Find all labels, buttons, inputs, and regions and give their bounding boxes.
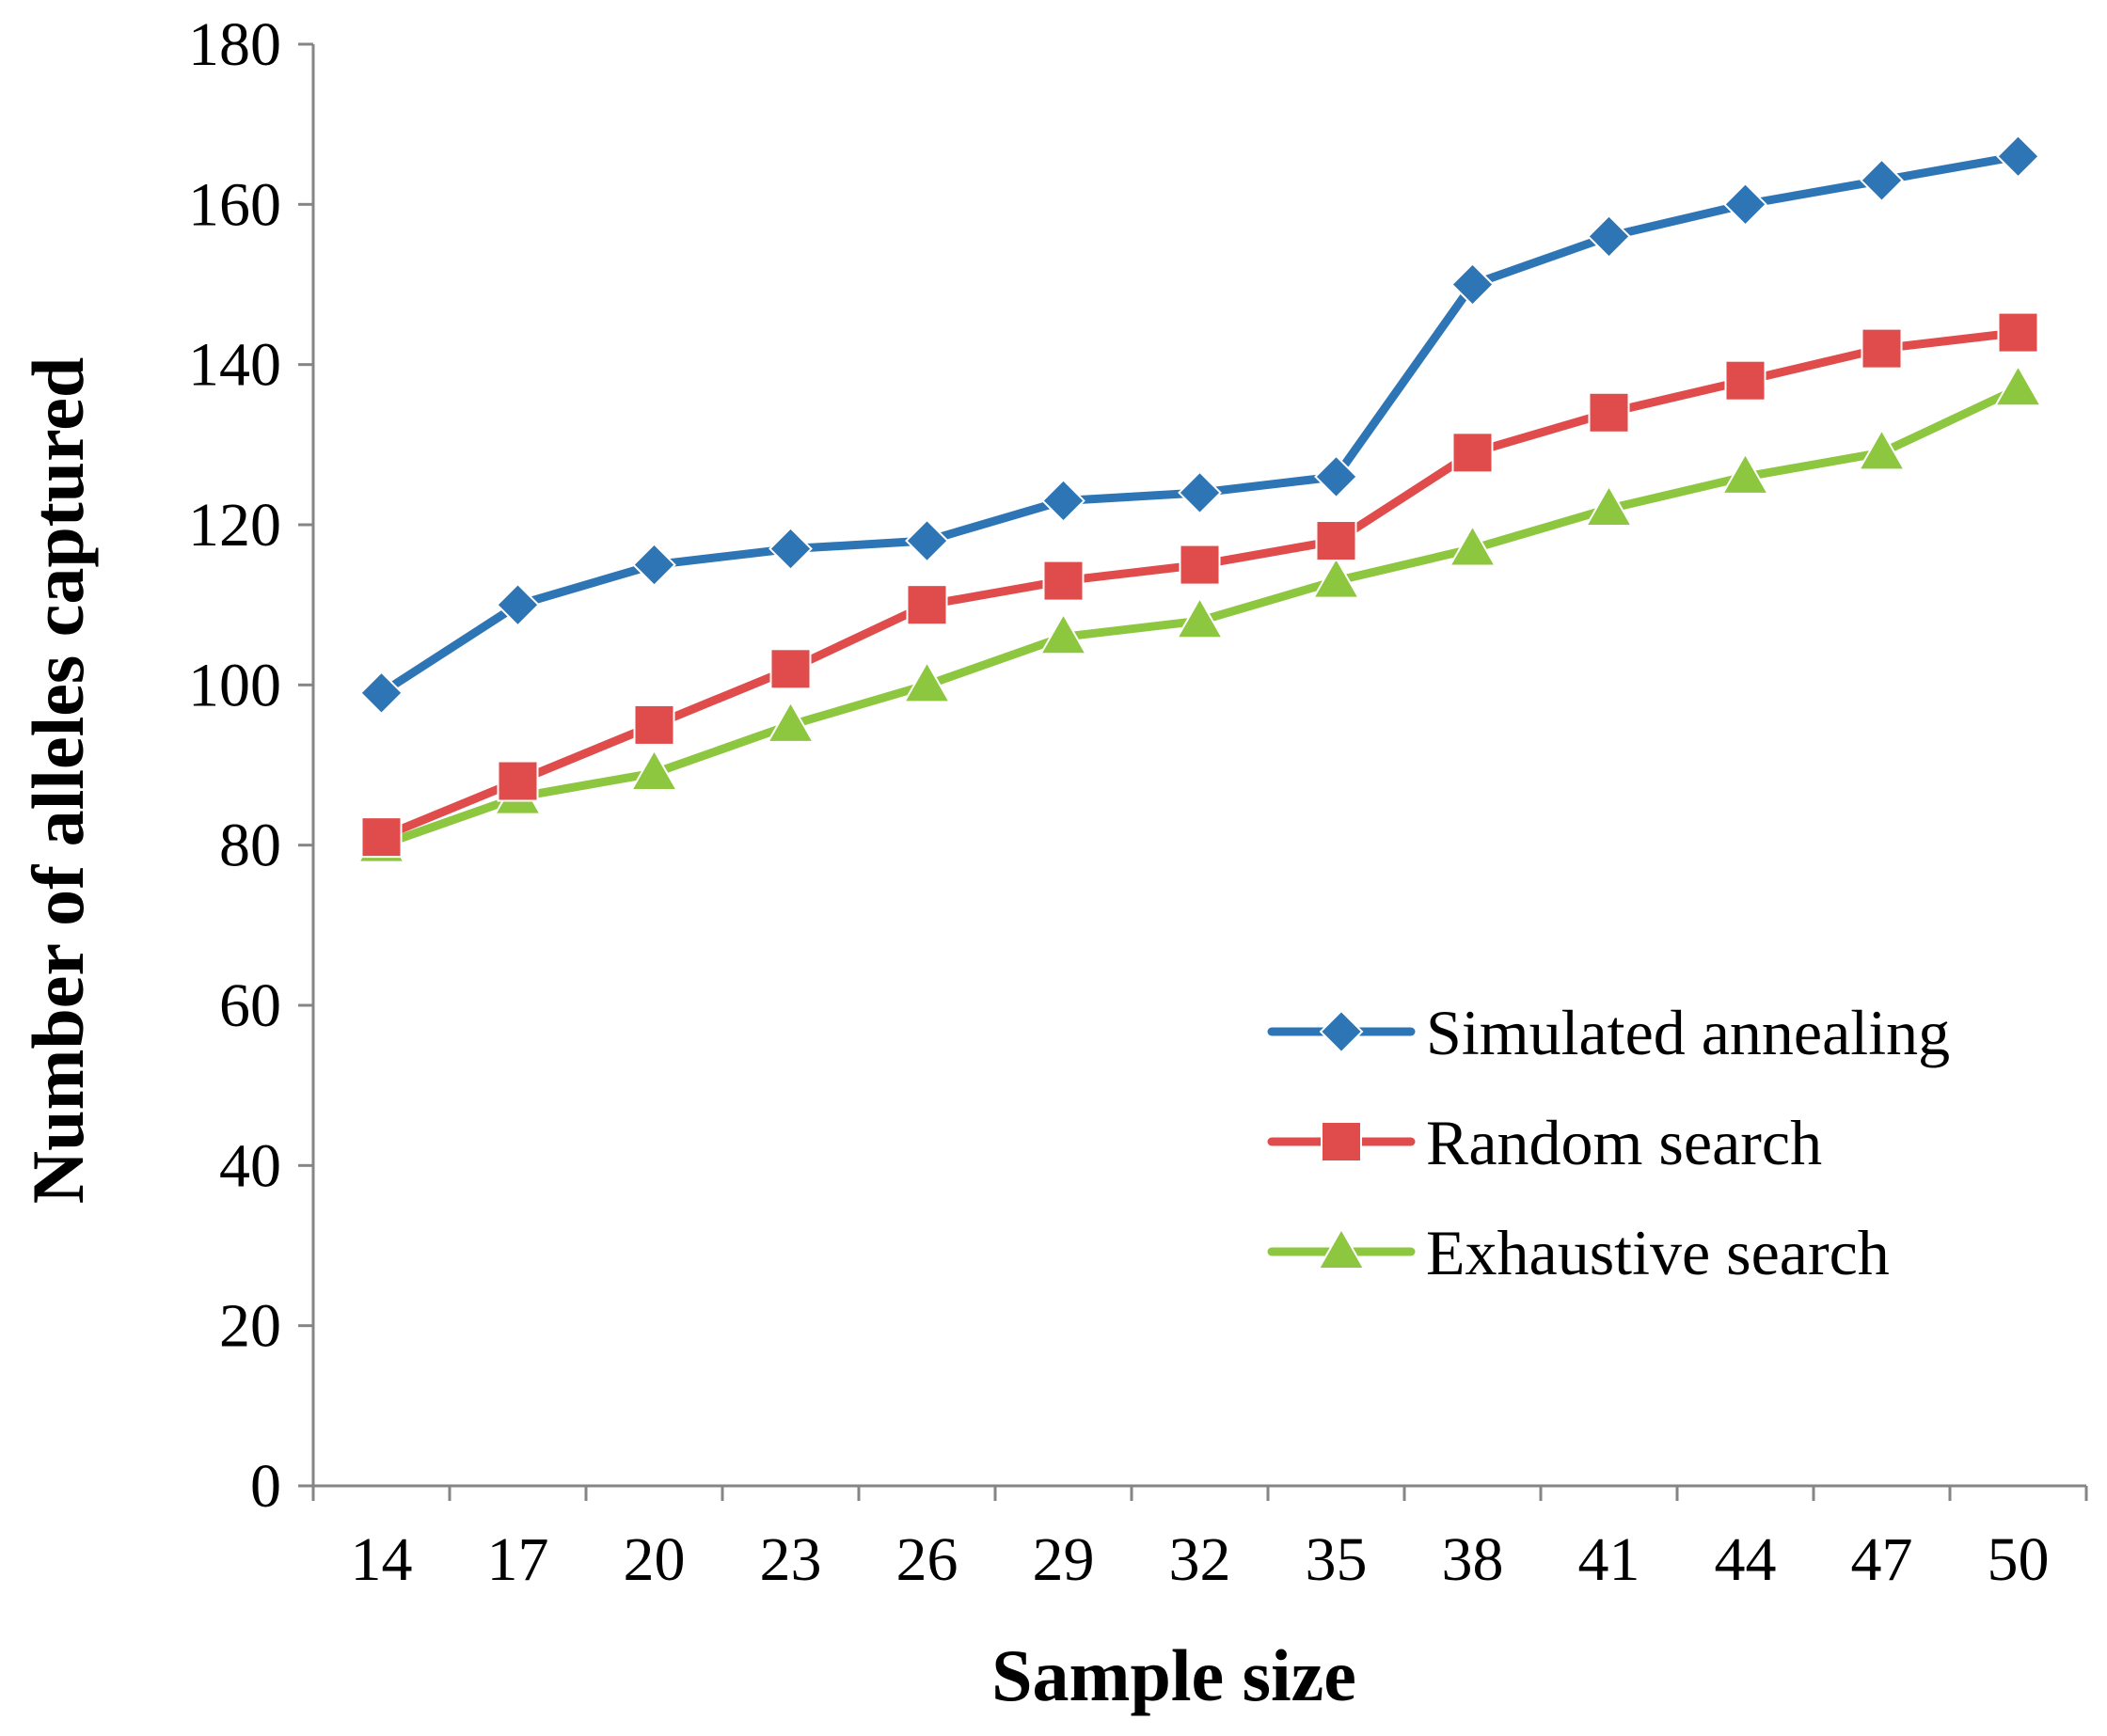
data-point-exhaustive-search <box>766 700 816 743</box>
x-tick-label: 23 <box>760 1525 822 1594</box>
data-point-random-search <box>1451 432 1494 474</box>
data-point-simulated-annealing <box>1314 454 1358 499</box>
data-point-exhaustive-search <box>1720 451 1770 495</box>
series-exhaustive-search <box>356 364 2043 863</box>
y-tick-label: 80 <box>219 812 281 880</box>
x-tick-label: 32 <box>1169 1525 1231 1594</box>
data-point-exhaustive-search <box>1038 612 1088 655</box>
x-tick-label: 44 <box>1715 1525 1777 1594</box>
y-tick-label: 140 <box>188 331 281 400</box>
y-tick-label: 180 <box>188 10 281 79</box>
series-group <box>356 134 2043 863</box>
legend-item-random-search: Random search <box>1267 1107 1822 1178</box>
x-tick-label: 26 <box>896 1525 958 1594</box>
data-point-random-search <box>1724 359 1766 402</box>
data-point-random-search <box>1315 520 1357 562</box>
data-point-simulated-annealing <box>359 671 404 716</box>
legend-label: Exhaustive search <box>1426 1217 1890 1288</box>
data-point-simulated-annealing <box>1587 213 1631 259</box>
x-tick-label: 38 <box>1442 1525 1504 1594</box>
axes: 0 20 40 60 80 100 120 140 160 180 14 17 20 23 26 29 32 35… <box>188 10 2088 1594</box>
data-point-exhaustive-search <box>1584 483 1634 527</box>
series-random-search <box>360 311 2039 859</box>
legend-marker <box>1317 1226 1366 1270</box>
legend-marker <box>1321 1121 1362 1162</box>
data-point-simulated-annealing <box>905 518 949 563</box>
data-point-random-search <box>1179 544 1221 586</box>
data-point-simulated-annealing <box>1178 470 1222 515</box>
legend-label: Random search <box>1426 1107 1822 1178</box>
y-tick-label: 0 <box>250 1452 281 1521</box>
y-tick-label: 40 <box>219 1131 281 1200</box>
x-tick-label: 50 <box>1988 1525 2050 1594</box>
legend-label: Simulated annealing <box>1426 997 1950 1068</box>
data-point-exhaustive-search <box>1857 428 1907 471</box>
data-point-simulated-annealing <box>768 527 813 571</box>
x-axis-title: Sample size <box>991 1634 1356 1716</box>
x-tick-label: 17 <box>487 1525 549 1594</box>
legend: Simulated annealing Random search Exhausti… <box>1267 997 1950 1288</box>
x-tick-label: 29 <box>1033 1525 1095 1594</box>
data-point-exhaustive-search <box>1175 596 1225 639</box>
y-axis-title: Number of alleles captured <box>17 357 99 1205</box>
y-tick-label: 60 <box>219 971 281 1040</box>
data-point-exhaustive-search <box>1311 556 1361 599</box>
x-tick-label: 47 <box>1851 1525 1913 1594</box>
data-point-exhaustive-search <box>629 749 679 792</box>
data-point-random-search <box>906 584 948 626</box>
data-point-simulated-annealing <box>1860 158 1904 203</box>
data-point-random-search <box>360 816 403 859</box>
y-tick-label: 120 <box>188 491 281 560</box>
data-point-simulated-annealing <box>496 582 540 627</box>
x-tick-label: 14 <box>351 1525 413 1594</box>
data-point-simulated-annealing <box>1723 181 1767 227</box>
data-point-random-search <box>633 703 675 746</box>
data-point-simulated-annealing <box>1450 262 1495 307</box>
legend-item-exhaustive-search: Exhaustive search <box>1267 1217 1890 1288</box>
x-tick-label: 35 <box>1306 1525 1368 1594</box>
legend-marker <box>1319 1009 1364 1054</box>
data-point-simulated-annealing <box>1041 479 1085 523</box>
data-point-random-search <box>1861 327 1903 370</box>
data-point-exhaustive-search <box>902 660 952 703</box>
legend-item-simulated-annealing: Simulated annealing <box>1267 997 1950 1068</box>
data-point-simulated-annealing <box>632 543 676 587</box>
y-tick-label: 160 <box>188 170 281 239</box>
data-point-exhaustive-search <box>1448 524 1497 567</box>
x-tick-label: 20 <box>624 1525 686 1594</box>
data-point-exhaustive-search <box>1993 364 2043 407</box>
y-tick-label: 100 <box>188 651 281 719</box>
data-point-random-search <box>1042 560 1085 602</box>
data-point-random-search <box>1588 391 1630 434</box>
data-point-random-search <box>497 760 539 802</box>
series-simulated-annealing <box>359 134 2040 716</box>
data-point-random-search <box>1997 311 2039 354</box>
y-tick-label: 20 <box>219 1292 281 1361</box>
x-tick-label: 41 <box>1578 1525 1640 1594</box>
data-point-simulated-annealing <box>1996 134 2040 179</box>
data-point-random-search <box>769 648 812 690</box>
